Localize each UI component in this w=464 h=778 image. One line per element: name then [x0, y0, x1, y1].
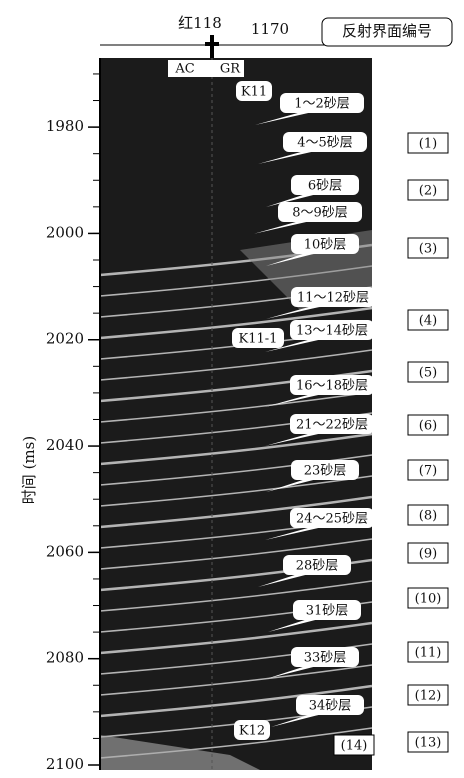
y-axis-label: 时间 (ms) [20, 436, 38, 504]
callout-box [291, 460, 359, 480]
callout-label: 34砂层 [309, 699, 352, 714]
callout-label: 13～14砂层 [296, 324, 368, 339]
well-name: 红118 [178, 14, 222, 32]
callout-box [232, 328, 284, 348]
interface-label: (1) [419, 137, 437, 152]
interface-box [407, 542, 449, 564]
callout-box [283, 132, 367, 152]
interface-box [333, 734, 375, 756]
interface-label: (10) [415, 592, 442, 607]
interface-label: (8) [419, 509, 437, 524]
interface-label: (9) [419, 547, 437, 562]
interface-box [407, 641, 449, 663]
callout-box [278, 202, 362, 222]
callout-label: 4～5砂层 [297, 136, 353, 151]
callout-label: 6砂层 [308, 179, 342, 194]
interface-box [407, 361, 449, 383]
interface-label: (3) [419, 242, 437, 257]
header-box [321, 17, 453, 47]
log-name: GR [220, 62, 241, 77]
callout-label: 8～9砂层 [292, 206, 348, 221]
callout-box [283, 555, 351, 575]
y-tick-label: 2080 [46, 649, 84, 667]
interface-box [407, 179, 449, 201]
callout-label: 28砂层 [296, 559, 339, 574]
well-depth: 1170 [251, 20, 289, 38]
bright-zone [100, 735, 260, 770]
interface-label: (14) [341, 739, 368, 754]
header: 反射界面编号 [342, 22, 432, 40]
log-box [168, 60, 244, 77]
callout-label: 33砂层 [304, 651, 347, 666]
callout-box [296, 695, 364, 715]
y-tick-label: 2020 [46, 330, 84, 348]
reflector [99, 391, 373, 423]
y-tick-label: 2060 [46, 542, 84, 560]
callout-label: 1～2砂层 [294, 97, 350, 112]
reflector [99, 306, 373, 340]
y-tick-label: 2040 [46, 436, 84, 454]
interface-box [407, 684, 449, 706]
callout-label: K11 [241, 85, 267, 100]
reflector [99, 684, 373, 718]
callout-box [291, 175, 359, 195]
interface-box [407, 731, 449, 753]
interface-box [407, 132, 449, 154]
callout-box [290, 320, 374, 340]
callout-box [290, 375, 374, 395]
interface-box [407, 309, 449, 331]
callout-label: 10砂层 [304, 238, 347, 253]
callout-label: K11-1 [239, 332, 278, 347]
callout-label: 23砂层 [304, 464, 347, 479]
reflector [99, 495, 373, 529]
callout-box [280, 93, 364, 113]
reflector [99, 580, 373, 612]
callout-box [234, 720, 270, 740]
callout-label: 16～18砂层 [296, 379, 368, 394]
callout-label: 24～25砂层 [296, 512, 368, 527]
log-name: AC [174, 62, 194, 77]
y-tick-label: 1980 [46, 117, 84, 135]
interface-box [407, 504, 449, 526]
interface-box [407, 459, 449, 481]
callout-label: 21～22砂层 [296, 418, 368, 433]
reflector [99, 432, 373, 466]
reflector [99, 349, 373, 381]
callout-box [291, 647, 359, 667]
interface-label: (6) [419, 419, 437, 434]
callout-box [236, 81, 272, 101]
callout-label: 11～12砂层 [297, 291, 369, 306]
interface-label: (2) [419, 184, 437, 199]
interface-label: (13) [415, 736, 442, 751]
callout-box [290, 508, 374, 528]
interface-label: (11) [415, 646, 442, 661]
reflector [99, 621, 373, 655]
interface-label: (7) [419, 464, 437, 479]
interface-box [407, 587, 449, 609]
y-tick-label: 2100 [46, 755, 84, 773]
interface-label: (5) [419, 366, 437, 381]
interface-label: (12) [415, 689, 442, 704]
interface-box [407, 237, 449, 259]
interface-label: (4) [419, 314, 437, 329]
callout-box [293, 600, 361, 620]
callout-label: K12 [239, 724, 265, 739]
reflector [99, 538, 373, 570]
reflector [99, 475, 373, 507]
reflector [99, 664, 373, 696]
callout-box [290, 414, 374, 434]
callout-box [291, 234, 359, 254]
y-tick-label: 2000 [46, 223, 84, 241]
interface-box [407, 414, 449, 436]
callout-label: 31砂层 [306, 604, 349, 619]
callout-box [291, 287, 375, 307]
well-symbol [205, 35, 219, 58]
